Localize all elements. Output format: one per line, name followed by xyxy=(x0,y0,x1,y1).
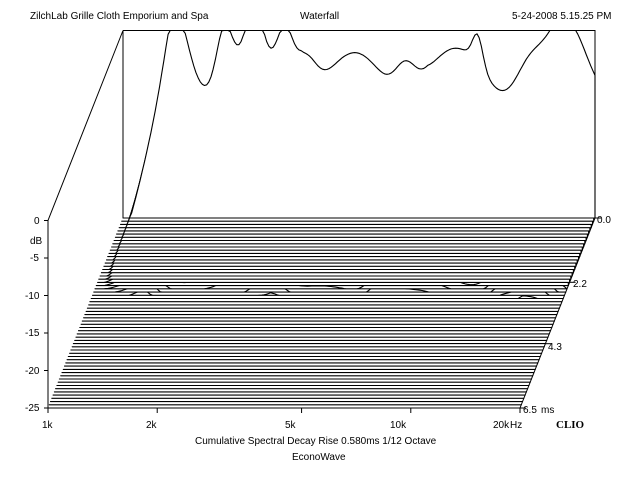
z-tick-label: 0.0 xyxy=(597,215,611,226)
y-tick-label: 0 xyxy=(34,216,40,227)
y-tick-label: -10 xyxy=(25,291,40,302)
header-left: ZilchLab Grille Cloth Emporium and Spa xyxy=(30,11,209,22)
waterfall-slice xyxy=(90,295,564,300)
y-tick-label: -15 xyxy=(25,328,40,339)
clio-logo: CLIO xyxy=(556,419,585,431)
z-tick-label: 6.5 xyxy=(523,405,537,416)
x-tick-label: 5k xyxy=(285,420,296,431)
chart-caption: Cumulative Spectral Decay Rise 0.580ms 1… xyxy=(195,436,437,447)
chart-subcaption: EconoWave xyxy=(292,452,346,463)
waterfall-slice xyxy=(122,29,596,219)
left-wall xyxy=(47,30,124,408)
z-axis-unit: ms xyxy=(541,405,555,416)
header-right: 5-24-2008 5.15.25 PM xyxy=(512,11,612,22)
waterfall-slice xyxy=(93,274,567,293)
z-tick-label: 2.2 xyxy=(573,279,587,290)
y-tick-label: -25 xyxy=(25,403,40,414)
x-tick-label: 1k xyxy=(42,420,53,431)
z-tick-label: 4.3 xyxy=(548,342,562,353)
y-axis-label: dB xyxy=(30,236,43,247)
chart-title: Waterfall xyxy=(300,11,340,22)
waterfall-surface xyxy=(47,29,596,409)
x-axis-unit: Hz xyxy=(510,420,523,431)
x-tick-label: 20k xyxy=(493,420,510,431)
waterfall-slice xyxy=(91,284,566,296)
y-tick-label: -5 xyxy=(30,253,39,264)
y-tick-label: -20 xyxy=(25,366,40,377)
x-tick-label: 2k xyxy=(146,420,157,431)
x-tick-label: 10k xyxy=(390,420,407,431)
